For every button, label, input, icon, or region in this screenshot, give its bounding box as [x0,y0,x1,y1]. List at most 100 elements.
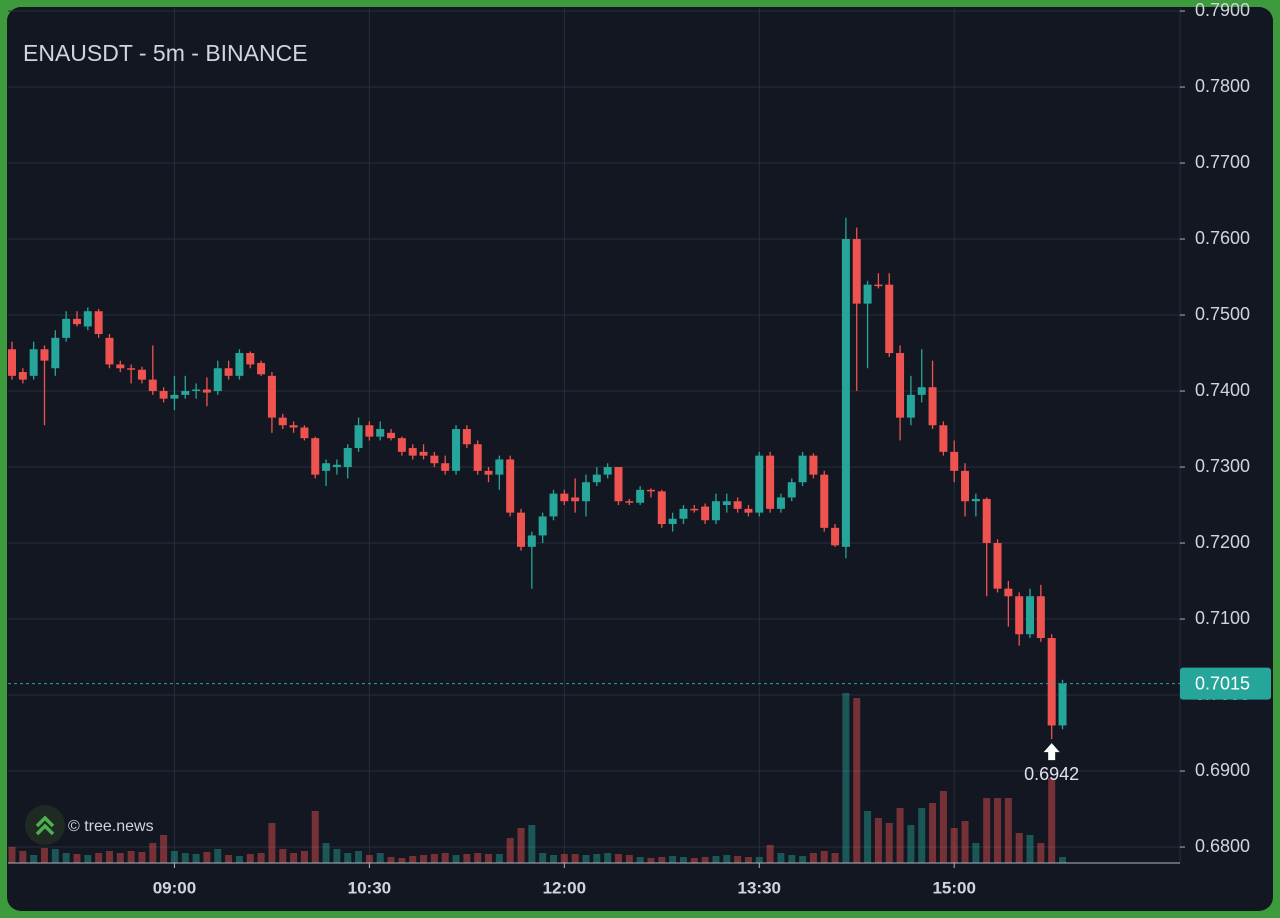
x-tick-label: 15:00 [932,878,975,897]
candle-body [874,284,883,287]
candle-body [441,463,450,471]
candle-body [311,438,320,475]
volume-bar [831,853,839,863]
candle-body [885,284,894,354]
candle-body [711,501,720,521]
candle-body [322,463,331,471]
watermark-chevrons [35,815,55,836]
volume-bar [560,854,568,863]
candle-body [257,362,266,375]
x-tick-label: 09:00 [153,878,196,897]
candle-body [343,448,352,468]
volume-bar [192,854,200,863]
volume-bar [853,698,861,863]
volume-bar [344,853,352,863]
candle-body [625,501,634,503]
volume-bar [842,693,850,863]
candle-body [787,482,796,498]
volume-bar [755,857,763,863]
candle-body [94,311,103,335]
volume-bar [485,854,493,863]
candle-body [722,501,731,506]
volume-bar [138,852,146,863]
volume-bar [550,855,557,863]
volume-bar [972,843,980,863]
candle-body [354,425,363,449]
volume-bar [1026,835,1034,863]
volume-bar [1004,798,1012,863]
y-tick-label: 0.7800 [1195,76,1250,96]
candle-body [646,489,655,492]
candle-body [62,318,71,338]
volume-bar [116,853,124,863]
volume-bar [820,851,828,863]
volume-bar [311,811,319,863]
candle-body [906,394,915,418]
volume-bar [939,791,947,863]
volume-bar [788,855,796,863]
candle-body [267,375,276,418]
volume-bar [777,853,785,863]
volume-bar [1015,833,1023,863]
candle-body [636,489,645,503]
candle-body [1047,638,1056,726]
candle-body [83,311,92,327]
candle-body [982,498,991,544]
candle-body [376,429,385,437]
last-price-label: 0.7015 [1195,673,1250,693]
volume-bar [225,855,233,863]
candle-layer [8,217,1067,740]
candle-body [419,451,428,456]
y-tick-label: 0.6800 [1195,836,1250,856]
volume-bar [506,838,514,863]
volume-bar [528,825,536,863]
volume-bar [420,855,428,863]
volume-bar [539,853,547,863]
candle-body [571,497,580,502]
volume-bar [181,853,189,863]
volume-bar [614,854,622,863]
candle-body [560,493,569,502]
candle-body [744,508,753,513]
candle-body [928,387,937,426]
volume-bar [669,856,677,863]
candle-body [527,535,536,547]
candle-body [202,389,211,393]
candle-body [690,508,699,511]
volume-bar [376,853,384,863]
volume-bar [170,851,178,863]
y-tick-label: 0.7400 [1195,380,1250,400]
candle-body [170,394,179,399]
candle-body [592,474,601,483]
candle-body [755,455,764,513]
volume-bar [40,848,48,863]
candle-body [798,455,807,483]
volume-bar [918,808,926,863]
candle-body [517,512,526,547]
volume-bar [517,828,525,863]
candle-body [462,429,471,445]
volume-bar [387,857,395,863]
volume-bar [62,853,70,863]
x-tick-label: 13:30 [738,878,781,897]
volume-bar [961,821,969,863]
candle-body [668,518,677,525]
candle-body [831,527,840,546]
candle-body [1015,596,1024,635]
candle-body [766,455,775,509]
volume-bar [409,856,417,863]
candle-body [365,425,374,437]
candle-body [159,391,168,399]
candle-body [213,368,222,392]
volume-bar [235,856,243,863]
volume-bar [430,854,438,863]
chart-title: ENAUSDT - 5m - BINANCE [23,40,308,66]
volume-bar [712,856,720,863]
candle-body [961,470,970,502]
volume-bar [149,843,157,863]
volume-bar [203,852,211,863]
candle-body [246,353,255,365]
candle-body [1004,588,1013,597]
